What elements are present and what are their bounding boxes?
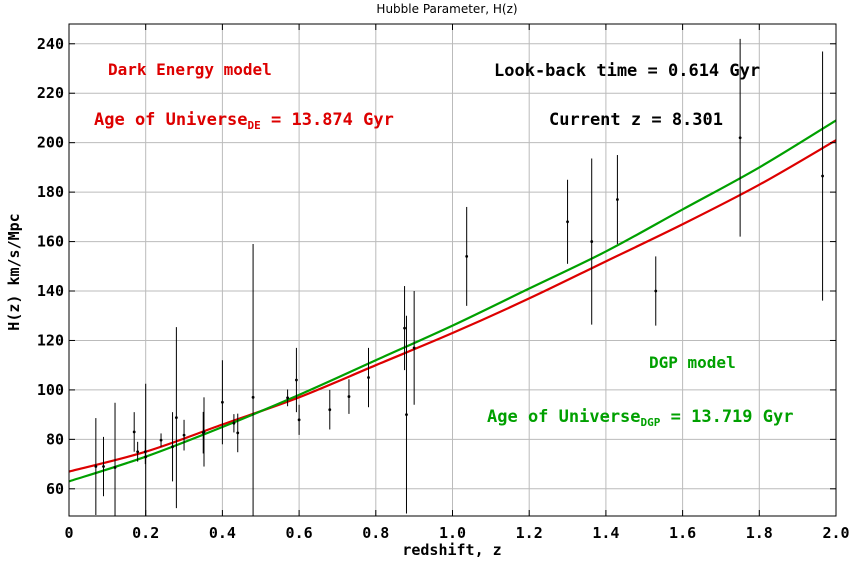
data-point bbox=[347, 395, 351, 398]
data-point bbox=[590, 240, 594, 243]
data-point bbox=[821, 174, 824, 178]
data-point bbox=[174, 416, 178, 419]
y-tick-label: 240 bbox=[37, 35, 64, 53]
x-tick-label: 0.2 bbox=[132, 524, 159, 542]
data-point bbox=[113, 466, 117, 469]
data-point bbox=[295, 378, 298, 382]
data-point bbox=[136, 450, 140, 454]
data-point bbox=[236, 431, 240, 435]
data-point bbox=[405, 413, 408, 417]
data-point bbox=[182, 433, 186, 437]
grid bbox=[69, 24, 836, 516]
y-tick-label: 80 bbox=[46, 430, 64, 448]
data-point bbox=[465, 255, 469, 258]
current-z-label: Current z = 8.301 bbox=[549, 110, 723, 130]
data-point bbox=[221, 400, 224, 404]
dgp-age-value: = 13.719 Gyr bbox=[660, 407, 793, 427]
data-point bbox=[738, 136, 742, 140]
data-point bbox=[144, 455, 148, 459]
dgp-curve bbox=[68, 119, 837, 483]
data-point bbox=[297, 418, 301, 422]
data-point bbox=[566, 220, 569, 224]
lookback-time-label: Look-back time = 0.614 Gyr bbox=[494, 61, 760, 81]
data-point bbox=[403, 326, 406, 330]
model-curves bbox=[68, 119, 837, 483]
y-tick-label: 60 bbox=[46, 480, 64, 498]
data-point bbox=[286, 396, 289, 400]
y-tick-label: 160 bbox=[37, 233, 64, 251]
data-points bbox=[94, 38, 824, 516]
data-point bbox=[159, 438, 163, 442]
dgp-age-label: Age of UniverseDGP = 13.719 Gyr bbox=[487, 407, 793, 429]
x-tick-label: 1.6 bbox=[669, 524, 696, 542]
y-tick-label: 100 bbox=[37, 381, 64, 399]
data-point bbox=[328, 408, 332, 412]
data-point bbox=[616, 198, 619, 201]
data-point bbox=[171, 445, 174, 449]
x-tick-label: 0 bbox=[64, 524, 73, 542]
data-point bbox=[367, 376, 370, 379]
y-axis-ticks: 60 80 100 120 140 160 180 200 220 240 bbox=[37, 35, 836, 498]
dgp-age-subscript: DGP bbox=[641, 416, 661, 429]
y-tick-label: 140 bbox=[37, 282, 64, 300]
data-point bbox=[132, 430, 136, 434]
x-axis-ticks: 0 0.2 0.4 0.6 0.8 1.0 1.2 1.4 1.6 1.8 2.0 bbox=[64, 24, 850, 542]
data-point bbox=[251, 395, 255, 399]
data-point bbox=[202, 430, 206, 434]
x-tick-label: 2.0 bbox=[822, 524, 849, 542]
dgp-age-prefix: Age of Universe bbox=[487, 407, 641, 427]
de-age-label: Age of UniverseDE = 13.874 Gyr bbox=[94, 110, 394, 132]
data-point bbox=[94, 465, 98, 468]
x-tick-label: 0.6 bbox=[286, 524, 313, 542]
de-age-subscript: DE bbox=[248, 119, 261, 132]
chart-title: Hubble Parameter, H(z) bbox=[376, 2, 517, 16]
x-tick-label: 1.0 bbox=[439, 524, 466, 542]
x-tick-label: 0.8 bbox=[362, 524, 389, 542]
data-point bbox=[654, 289, 658, 293]
data-point bbox=[412, 346, 416, 350]
x-tick-label: 1.8 bbox=[746, 524, 773, 542]
x-tick-label: 0.4 bbox=[209, 524, 236, 542]
de-model-label: Dark Energy model bbox=[108, 60, 272, 79]
de-age-prefix: Age of Universe bbox=[94, 110, 248, 130]
dark-energy-curve bbox=[68, 139, 837, 473]
y-tick-label: 220 bbox=[37, 84, 64, 102]
data-point bbox=[102, 465, 105, 468]
y-tick-label: 120 bbox=[37, 331, 64, 349]
y-tick-label: 200 bbox=[37, 134, 64, 152]
x-tick-label: 1.2 bbox=[516, 524, 543, 542]
dgp-model-label: DGP model bbox=[649, 353, 736, 372]
y-tick-label: 180 bbox=[37, 183, 64, 201]
y-axis-label: H(z) km/s/Mpc bbox=[5, 213, 23, 330]
x-axis-label: redshift, z bbox=[402, 541, 501, 559]
de-age-value: = 13.874 Gyr bbox=[261, 110, 394, 130]
x-tick-label: 1.4 bbox=[592, 524, 619, 542]
data-point bbox=[232, 421, 236, 425]
